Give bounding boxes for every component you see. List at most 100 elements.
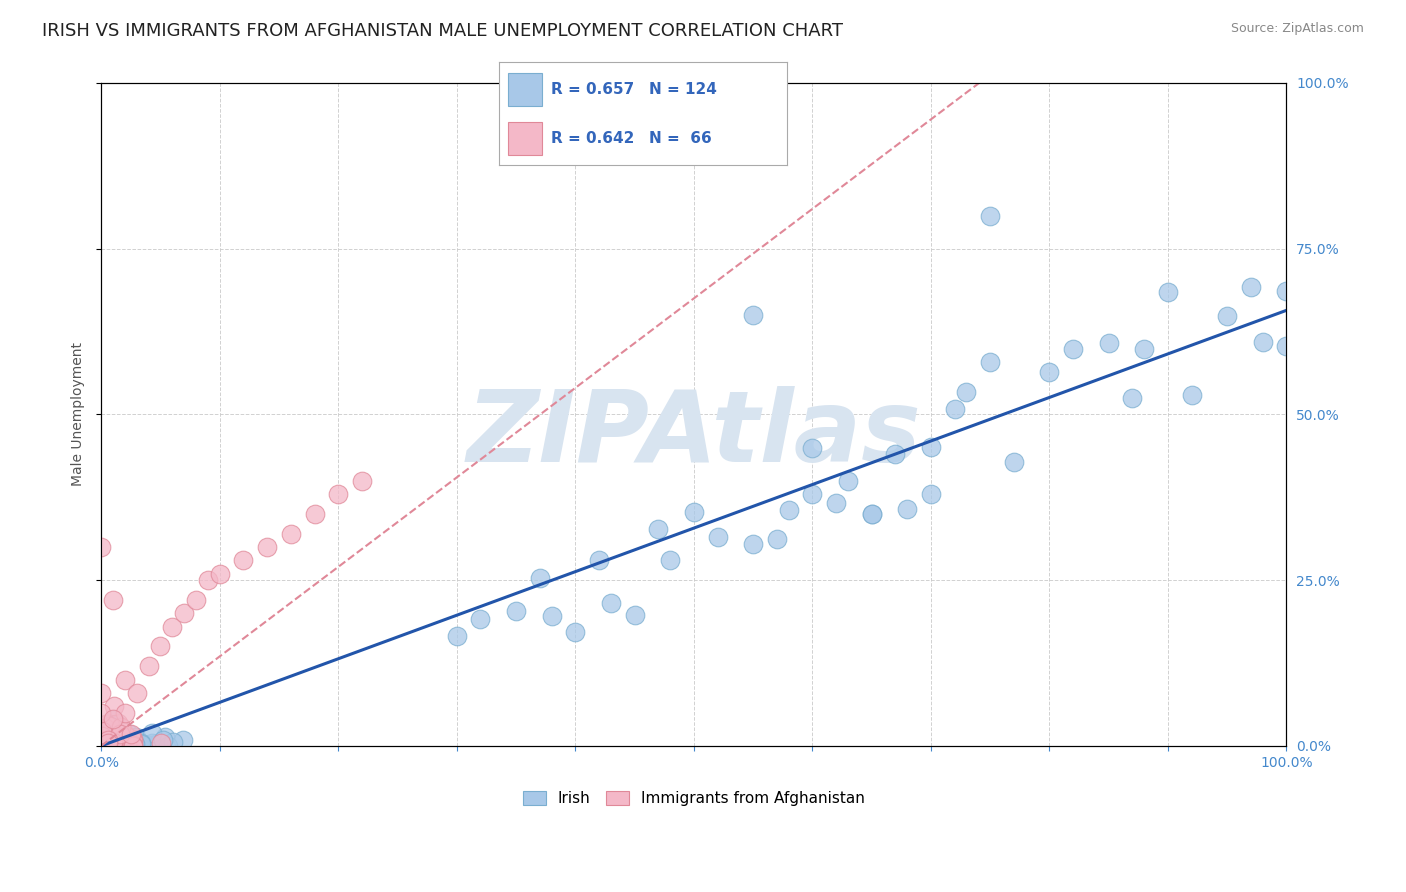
- Point: [101, 739, 124, 753]
- Point: [208, 566, 231, 581]
- Point: [152, 732, 174, 747]
- Point: [104, 739, 127, 753]
- Point: [232, 553, 254, 567]
- Point: [103, 737, 125, 751]
- Point: [94, 721, 117, 735]
- Point: [141, 726, 163, 740]
- Legend: Irish, Immigrants from Afghanistan: Irish, Immigrants from Afghanistan: [516, 785, 872, 813]
- Point: [588, 553, 610, 567]
- Point: [104, 730, 127, 744]
- Point: [1275, 284, 1298, 298]
- Point: [104, 733, 127, 747]
- Point: [860, 507, 883, 521]
- Point: [98, 738, 121, 752]
- Point: [97, 735, 120, 749]
- Point: [110, 738, 132, 752]
- Point: [96, 737, 118, 751]
- Point: [115, 730, 138, 744]
- Text: IRISH VS IMMIGRANTS FROM AFGHANISTAN MALE UNEMPLOYMENT CORRELATION CHART: IRISH VS IMMIGRANTS FROM AFGHANISTAN MAL…: [42, 22, 844, 40]
- Point: [122, 739, 145, 753]
- Point: [110, 721, 132, 735]
- Point: [90, 734, 112, 748]
- Point: [91, 724, 114, 739]
- Point: [138, 659, 160, 673]
- Point: [96, 731, 118, 746]
- Point: [91, 739, 114, 753]
- Point: [107, 716, 129, 731]
- Y-axis label: Male Unemployment: Male Unemployment: [72, 343, 86, 486]
- Point: [114, 673, 136, 687]
- Point: [943, 402, 966, 417]
- Point: [1240, 279, 1263, 293]
- Point: [104, 738, 127, 752]
- Point: [101, 593, 124, 607]
- Text: ZIPAtlas: ZIPAtlas: [467, 386, 921, 483]
- Point: [114, 735, 136, 749]
- Point: [1216, 310, 1239, 324]
- Point: [100, 738, 122, 752]
- Point: [659, 553, 682, 567]
- Point: [90, 540, 112, 554]
- Point: [860, 507, 883, 521]
- Point: [778, 503, 800, 517]
- Point: [98, 730, 121, 744]
- Point: [94, 723, 117, 738]
- Point: [101, 738, 124, 752]
- Point: [1098, 336, 1121, 351]
- Point: [98, 736, 121, 750]
- Point: [129, 737, 152, 751]
- Point: [110, 731, 132, 746]
- Point: [1038, 365, 1060, 379]
- Point: [94, 738, 117, 752]
- Point: [280, 526, 302, 541]
- Point: [94, 717, 117, 731]
- Point: [112, 723, 135, 738]
- Point: [1251, 335, 1274, 350]
- Point: [98, 723, 121, 738]
- Point: [103, 738, 125, 752]
- Point: [350, 474, 373, 488]
- Point: [101, 728, 124, 742]
- Point: [131, 736, 153, 750]
- Point: [117, 736, 139, 750]
- Point: [100, 719, 122, 733]
- Point: [91, 735, 114, 749]
- Point: [115, 729, 138, 743]
- Point: [564, 625, 586, 640]
- Text: R = 0.642: R = 0.642: [551, 131, 634, 146]
- Point: [100, 732, 122, 747]
- Point: [101, 734, 124, 748]
- Point: [105, 737, 128, 751]
- Point: [115, 738, 138, 752]
- Point: [98, 719, 121, 733]
- Point: [742, 536, 765, 550]
- Point: [120, 727, 142, 741]
- Point: [105, 737, 128, 751]
- Point: [1062, 342, 1084, 356]
- Point: [706, 530, 728, 544]
- Point: [110, 739, 132, 753]
- Point: [97, 729, 120, 743]
- Point: [112, 731, 135, 745]
- Point: [765, 532, 787, 546]
- Point: [141, 739, 163, 753]
- Point: [114, 734, 136, 748]
- Point: [94, 728, 117, 742]
- Point: [529, 571, 551, 585]
- Point: [837, 474, 859, 488]
- Point: [101, 730, 124, 744]
- Point: [122, 732, 145, 747]
- Point: [1133, 342, 1156, 356]
- Point: [90, 729, 112, 743]
- Point: [97, 728, 120, 742]
- Point: [90, 706, 112, 720]
- Point: [93, 738, 115, 752]
- Point: [100, 734, 122, 748]
- Point: [141, 736, 163, 750]
- Point: [105, 733, 128, 747]
- Point: [93, 734, 115, 748]
- Point: [91, 724, 114, 739]
- Point: [122, 738, 145, 752]
- Point: [955, 384, 977, 399]
- Point: [884, 446, 907, 460]
